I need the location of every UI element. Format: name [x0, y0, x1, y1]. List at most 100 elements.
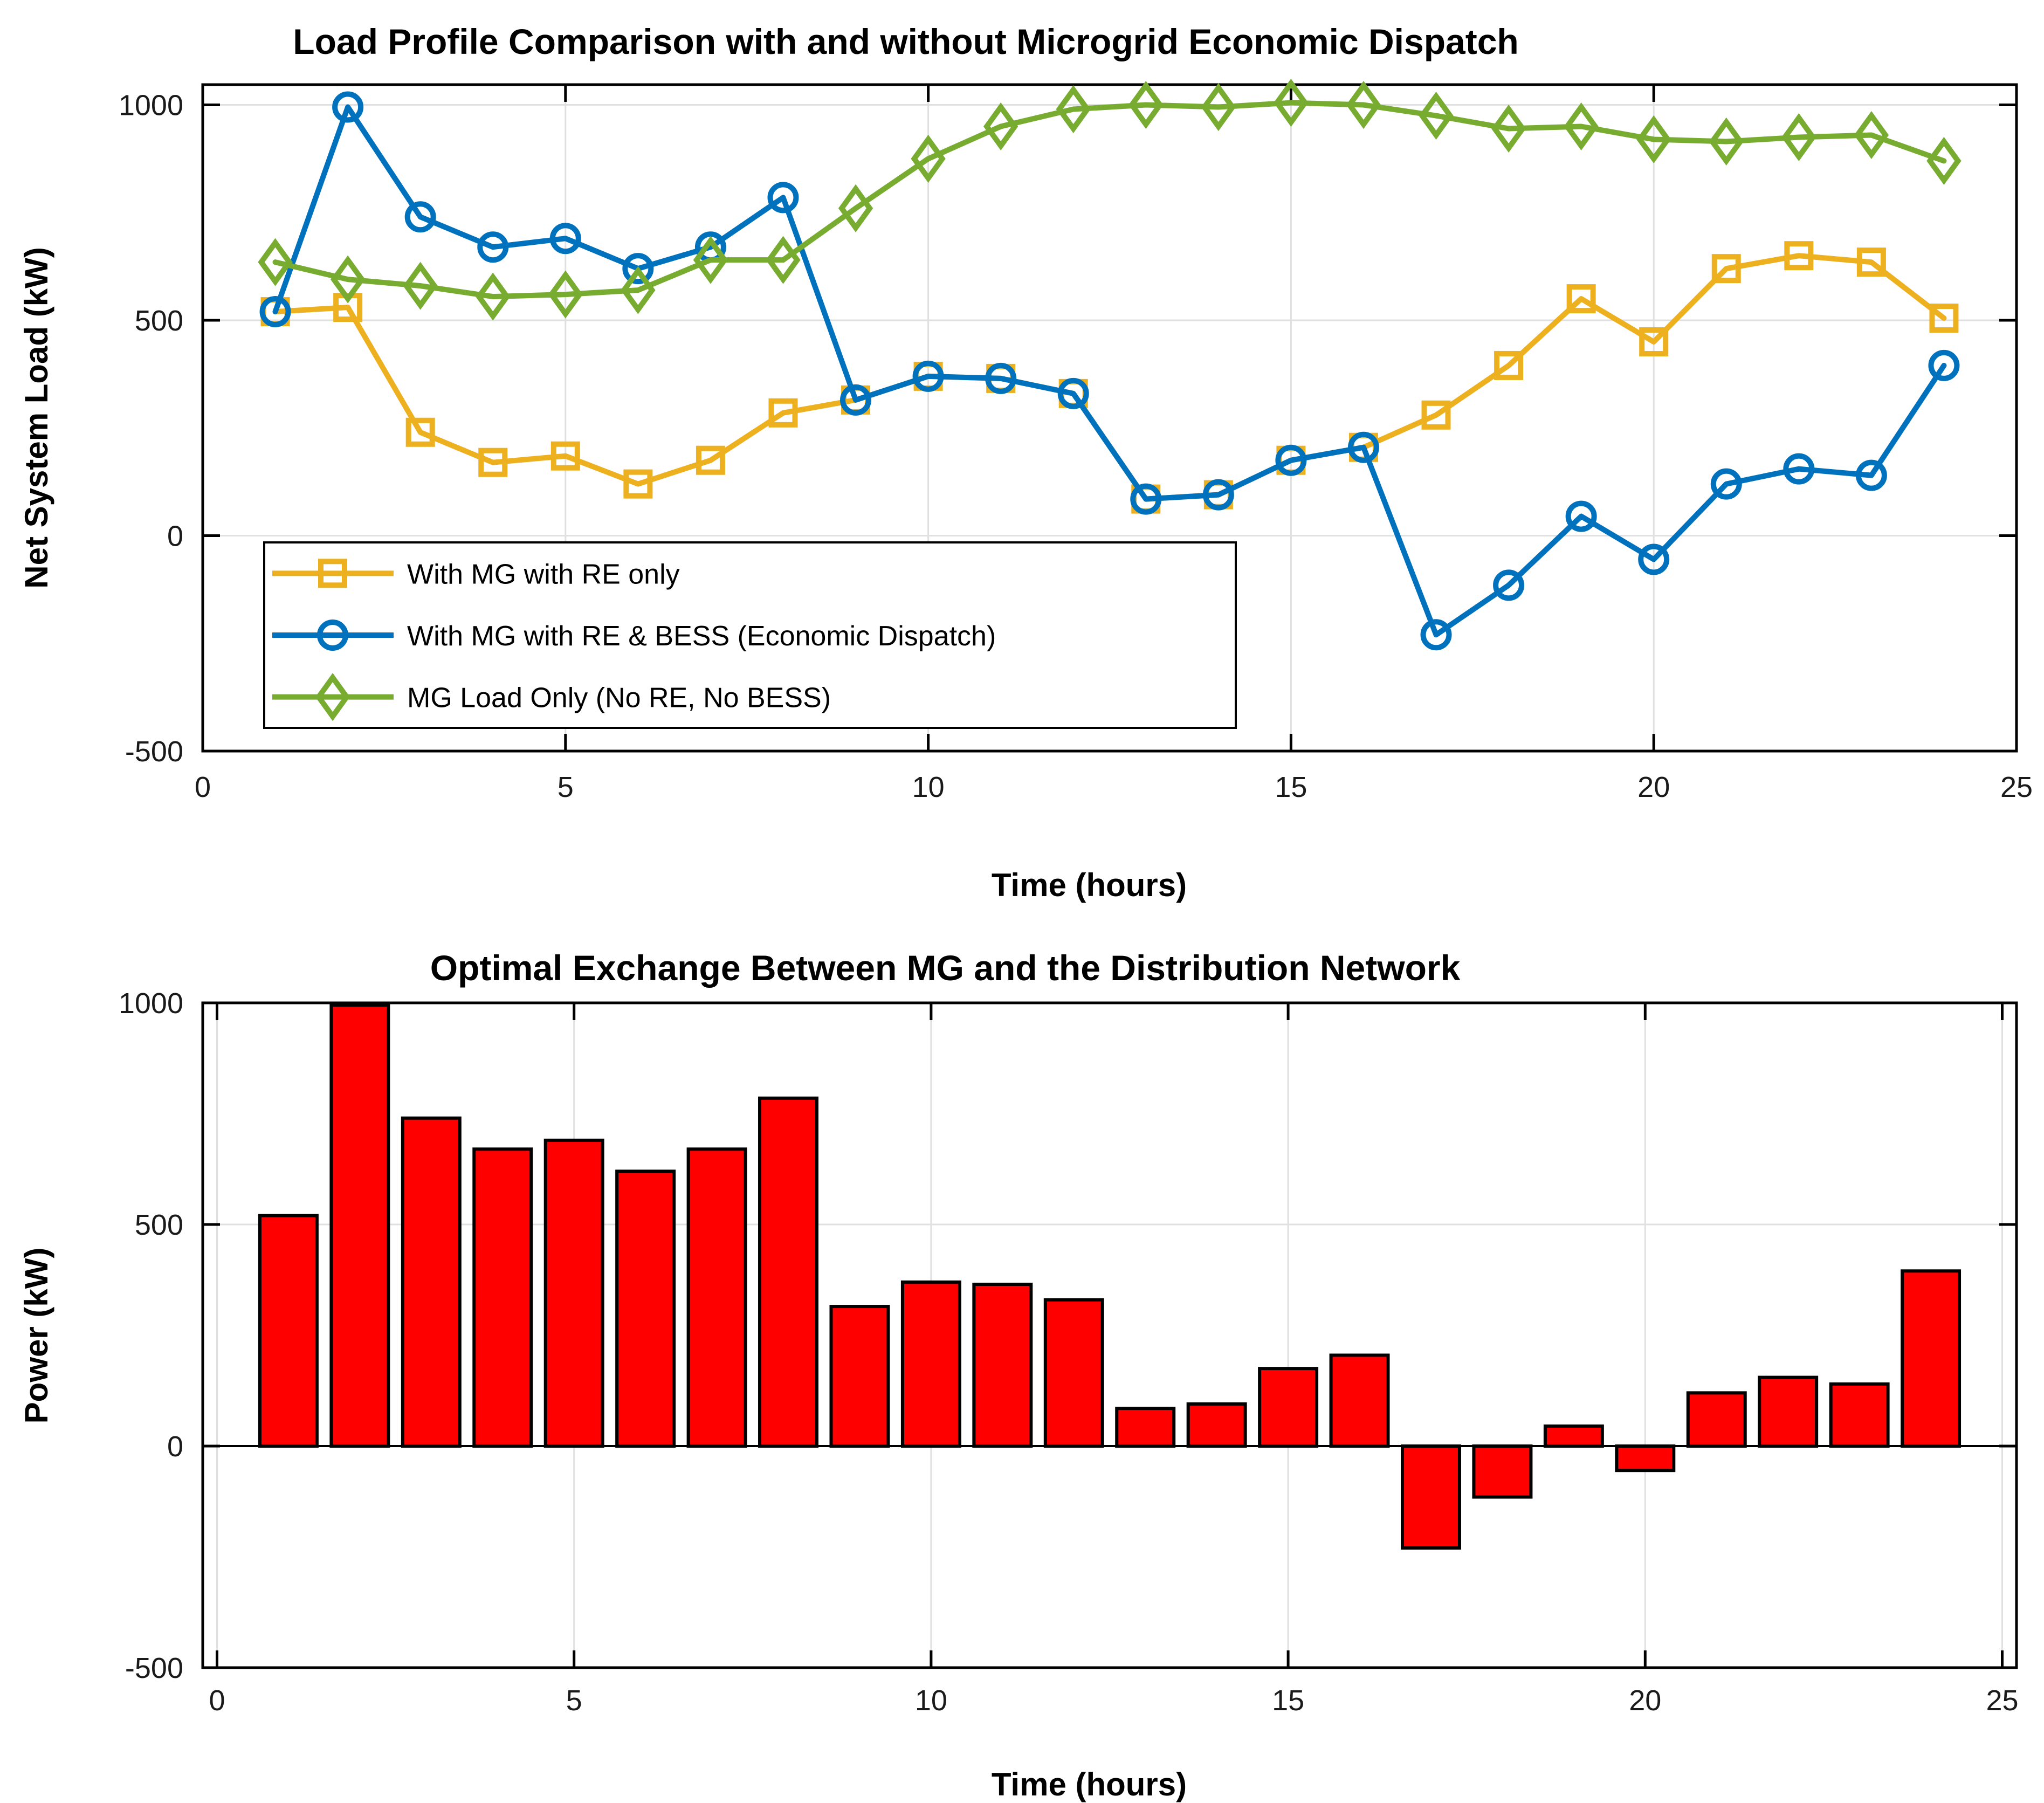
marker-with-mg-with-re-only-h5: [550, 441, 580, 471]
marker-with-mg-with-re-only-h4: [478, 448, 508, 477]
bar-h9: [829, 1305, 890, 1448]
marker-with-mg-with-re-only-h3: [405, 417, 435, 447]
bottom-x-tick-label-20: 20: [1629, 1684, 1661, 1717]
marker-mg-load-only-no-re-no-bess-h9: [838, 184, 873, 232]
legend-label: With MG with RE only: [407, 559, 680, 590]
marker-with-mg-with-re-only-h20: [1639, 327, 1669, 356]
bar-h17: [1401, 1444, 1461, 1550]
marker-with-mg-with-re-only-h17: [1421, 400, 1451, 430]
bottom-y-tick-label-1000: 1000: [119, 987, 183, 1020]
bar-h2: [329, 1003, 390, 1448]
legend: With MG with RE only With MG with RE & BE…: [263, 541, 1237, 729]
marker-with-mg-with-re-bess-economic-dispatch-h20: [1638, 543, 1670, 575]
marker-with-mg-with-re-bess-economic-dispatch-h4: [477, 231, 509, 263]
legend-square-marker: [318, 559, 347, 588]
top-y-tick-label--500: -500: [125, 735, 183, 768]
marker-with-mg-with-re-bess-economic-dispatch-h17: [1420, 619, 1452, 651]
marker-mg-load-only-no-re-no-bess-h22: [1781, 113, 1816, 162]
marker-mg-load-only-no-re-no-bess-h16: [1346, 81, 1381, 129]
marker-mg-load-only-no-re-no-bess-h19: [1564, 102, 1599, 151]
bottom-x-tick-label-10: 10: [915, 1684, 947, 1717]
series-line-mg-load-only-no-re-no-bess: [272, 100, 1947, 300]
bar-h11: [972, 1282, 1033, 1448]
marker-mg-load-only-no-re-no-bess-h17: [1419, 91, 1454, 140]
series-with-mg-with-re-bess-economic-dispatch: [259, 91, 1960, 651]
marker-with-mg-with-re-only-h21: [1711, 254, 1741, 284]
bar-h1: [258, 1214, 319, 1448]
bottom-x-tick-label-5: 5: [566, 1684, 582, 1717]
marker-with-mg-with-re-bess-economic-dispatch-h19: [1565, 500, 1597, 532]
top-y-tick-label-1000: 1000: [119, 90, 183, 122]
bar-h20: [1615, 1444, 1676, 1472]
marker-with-mg-with-re-only-h23: [1856, 247, 1886, 277]
top-y-tick-label-0: 0: [167, 520, 183, 553]
bar-h10: [900, 1280, 961, 1448]
marker-with-mg-with-re-bess-economic-dispatch-h24: [1928, 349, 1960, 381]
top-chart: 0 5 10 15 20 25 -500 0 500 1000 With MG with RE on…: [119, 79, 2033, 803]
marker-with-mg-with-re-bess-economic-dispatch-h5: [549, 223, 581, 254]
marker-mg-load-only-no-re-no-bess-h6: [621, 266, 656, 314]
marker-with-mg-with-re-bess-economic-dispatch-h22: [1783, 453, 1815, 485]
marker-mg-load-only-no-re-no-bess-h24: [1926, 136, 1962, 185]
bar-series-exchange: [258, 1003, 1962, 1550]
bottom-plot-frame: [201, 1001, 2018, 1669]
marker-with-mg-with-re-only-h19: [1566, 284, 1596, 314]
top-x-tick-label-20: 20: [1637, 771, 1670, 803]
marker-with-mg-with-re-bess-economic-dispatch-h11: [985, 362, 1017, 394]
marker-with-mg-with-re-only-h24: [1929, 304, 1959, 333]
marker-mg-load-only-no-re-no-bess-h21: [1709, 117, 1744, 166]
bar-h19: [1543, 1424, 1604, 1448]
marker-with-mg-with-re-bess-economic-dispatch-h13: [1130, 483, 1162, 515]
bottom-y-tick-label-0: 0: [167, 1430, 183, 1463]
marker-with-mg-with-re-bess-economic-dispatch-h10: [912, 360, 944, 392]
bar-h4: [472, 1147, 533, 1448]
legend-item-mg-load-only-no-re-no-bess: MG Load Only (No RE, No BESS): [272, 673, 831, 721]
marker-with-mg-with-re-bess-economic-dispatch-h18: [1493, 569, 1525, 601]
marker-with-mg-with-re-bess-economic-dispatch-h1: [259, 296, 291, 328]
marker-with-mg-with-re-bess-economic-dispatch-h8: [767, 182, 799, 214]
legend-circle-marker: [317, 620, 348, 651]
marker-with-mg-with-re-bess-economic-dispatch-h12: [1057, 377, 1089, 409]
legend-label: MG Load Only (No RE, No BESS): [407, 683, 831, 714]
marker-mg-load-only-no-re-no-bess-h14: [1201, 83, 1236, 132]
marker-mg-load-only-no-re-no-bess-h13: [1128, 81, 1164, 129]
bottom-y-tick-label--500: -500: [125, 1652, 183, 1684]
legend-diamond-marker: [315, 673, 350, 721]
top-x-tick-label-10: 10: [912, 771, 945, 803]
bar-h3: [401, 1116, 462, 1448]
top-chart-title: Load Profile Comparison with and without…: [293, 22, 1518, 61]
bottom-y-tick-label-500: 500: [135, 1209, 183, 1241]
bar-h14: [1186, 1402, 1247, 1448]
marker-mg-load-only-no-re-no-bess-h2: [330, 255, 366, 304]
marker-with-mg-with-re-only-h18: [1494, 350, 1524, 380]
marker-with-mg-with-re-bess-economic-dispatch-h16: [1347, 431, 1379, 463]
bar-h18: [1472, 1444, 1533, 1499]
legend-item-with-mg-with-re-only: With MG with RE only: [272, 559, 680, 590]
marker-mg-load-only-no-re-no-bess-h10: [911, 134, 946, 183]
marker-mg-load-only-no-re-no-bess-h8: [766, 236, 801, 284]
series-line-with-mg-with-re-only: [272, 253, 1947, 502]
marker-mg-load-only-no-re-no-bess-h11: [983, 102, 1018, 151]
marker-mg-load-only-no-re-no-bess-h15: [1274, 79, 1309, 127]
bar-h13: [1115, 1407, 1176, 1448]
top-x-tick-label-0: 0: [195, 771, 211, 803]
marker-mg-load-only-no-re-no-bess-h4: [476, 272, 511, 321]
bar-h12: [1043, 1298, 1104, 1448]
marker-mg-load-only-no-re-no-bess-h1: [258, 238, 293, 286]
marker-with-mg-with-re-only-h6: [623, 469, 653, 499]
marker-mg-load-only-no-re-no-bess-h18: [1491, 104, 1526, 153]
bar-h7: [686, 1147, 747, 1448]
marker-with-mg-with-re-only-h22: [1784, 241, 1814, 271]
marker-mg-load-only-no-re-no-bess-h20: [1636, 115, 1671, 164]
bottom-chart-ylabel: Power (kW): [18, 1248, 54, 1424]
top-x-tick-label-25: 25: [2000, 771, 2033, 803]
bar-h8: [758, 1096, 818, 1448]
top-y-tick-label-500: 500: [135, 305, 183, 337]
marker-mg-load-only-no-re-no-bess-h5: [548, 270, 583, 319]
top-plot-frame: [201, 83, 2018, 753]
legend-label: With MG with RE & BESS (Economic Dispatc…: [407, 621, 996, 652]
marker-with-mg-with-re-only-h7: [696, 445, 725, 475]
marker-with-mg-with-re-bess-economic-dispatch-h23: [1855, 459, 1887, 491]
